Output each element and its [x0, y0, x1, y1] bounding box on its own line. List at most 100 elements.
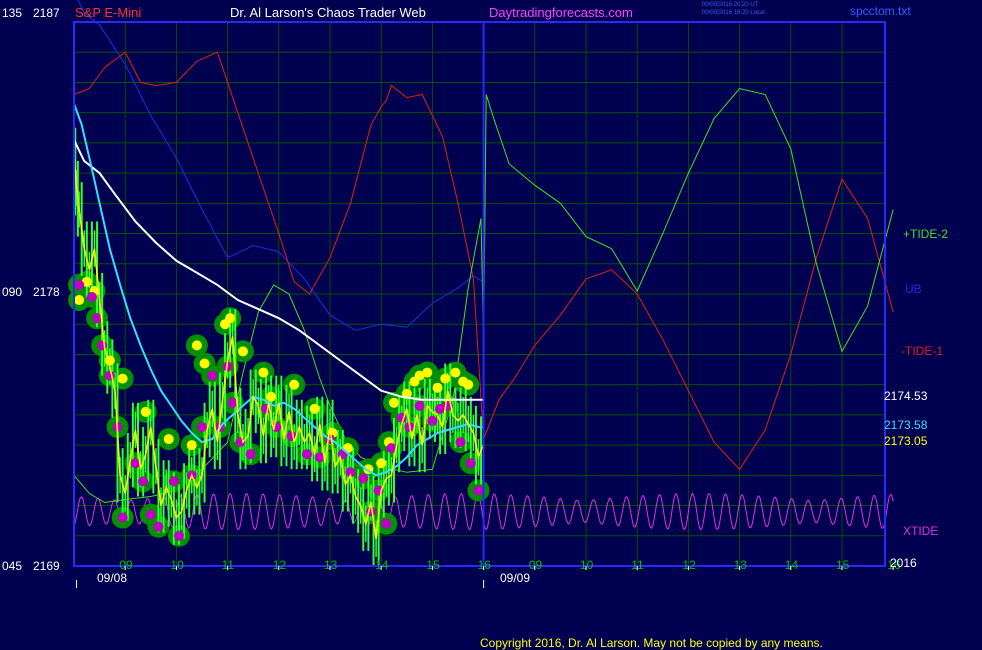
x-tick-label: 13: [734, 558, 748, 572]
yellow-marker: [117, 373, 128, 384]
tide-plus-line: [73, 87, 894, 504]
legend-ub: UB: [905, 282, 922, 296]
white-ma-line: [73, 139, 484, 401]
x-tick-label: 16: [887, 558, 901, 572]
yellow-marker: [440, 373, 451, 384]
x-tick-label: 11: [222, 558, 235, 572]
ub-line: [77, 0, 484, 331]
year-label: 2016: [890, 556, 917, 570]
magenta-marker: [227, 397, 238, 408]
magenta-marker: [414, 400, 425, 411]
x-tick-label: 15: [426, 558, 440, 572]
date-label-first: 09/08: [97, 571, 127, 585]
copyright-notice: Copyright 2016, Dr. Al Larson. May not b…: [480, 636, 823, 650]
x-tick-label: 12: [273, 558, 287, 572]
yellow-marker: [422, 367, 433, 378]
x-tick-label: 13: [324, 558, 338, 572]
yellow-marker: [309, 403, 320, 414]
y-price-mid: 2178: [33, 285, 60, 299]
magenta-marker: [427, 415, 438, 426]
x-tick-labels: 09 10 11 12 13 14 15 16 09 10 11 12 13 14 15 16: [76, 558, 901, 588]
magenta-marker: [104, 370, 115, 381]
magenta-marker: [465, 458, 476, 469]
magenta-marker: [358, 473, 369, 484]
yellow-marker: [140, 406, 151, 417]
magenta-marker: [222, 361, 233, 372]
legend-xtide: XTIDE: [903, 524, 938, 538]
legend-tide-minus: -TIDE-1: [901, 344, 943, 358]
magenta-marker: [435, 403, 446, 414]
instrument-label: S&P E-Mini: [75, 5, 141, 20]
yellow-marker: [74, 295, 85, 306]
yellow-marker: [289, 379, 300, 390]
x-tick-label: 10: [170, 558, 184, 572]
magenta-marker: [117, 512, 128, 523]
x-tick-label: 15: [836, 558, 850, 572]
yellow-marker: [463, 379, 474, 390]
yellow-marker: [258, 367, 269, 378]
magenta-marker: [314, 452, 325, 463]
magenta-marker: [145, 509, 156, 520]
magenta-marker: [153, 521, 164, 532]
date-label-second: 09/09: [500, 571, 530, 585]
indicator-lines: [73, 0, 894, 504]
magenta-marker: [345, 467, 356, 478]
yellow-marker: [450, 367, 461, 378]
y-price-bottom: 2169: [33, 559, 60, 573]
y-price-top: 2187: [33, 6, 60, 20]
timestamp-local: 00/00/2016 16:20 Local: [702, 10, 765, 16]
value-white-ma: 2174.53: [884, 389, 928, 403]
yellow-marker: [237, 346, 248, 357]
yellow-marker: [199, 358, 210, 369]
yellow-marker: [225, 313, 236, 324]
x-tick-label: 14: [785, 558, 799, 572]
magenta-marker: [197, 421, 207, 432]
y-code-bottom: 045: [2, 559, 22, 573]
magenta-marker: [74, 279, 85, 290]
yellow-marker: [266, 391, 277, 402]
site-url[interactable]: Daytradingforecasts.com: [489, 5, 633, 20]
value-yellow-ma: 2173.05: [884, 434, 928, 448]
magenta-marker: [245, 449, 256, 460]
magenta-marker: [473, 485, 484, 496]
yellow-marker: [432, 382, 443, 393]
price-bars: [74, 127, 485, 566]
timestamp-ut: 00/00/2016 20:20 UT: [702, 2, 759, 8]
magenta-marker: [97, 340, 108, 351]
magenta-marker: [455, 437, 466, 448]
magenta-marker: [130, 458, 141, 469]
legend-tide-plus: +TIDE-2: [903, 227, 948, 241]
data-file-name: spcctom.txt: [850, 4, 911, 18]
magenta-marker: [381, 518, 392, 529]
y-code-top: 135: [2, 6, 22, 20]
tide-minus-line: [73, 51, 894, 471]
yellow-marker: [163, 434, 174, 445]
value-cyan-ma: 2173.58: [884, 418, 928, 432]
magenta-marker: [92, 313, 103, 324]
plot-frame: [73, 21, 886, 567]
x-tick-label: 09: [119, 558, 133, 572]
x-tick-label: 10: [580, 558, 594, 572]
yellow-marker: [191, 340, 202, 351]
x-tick-label: 14: [375, 558, 389, 572]
x-tick-label: 12: [682, 558, 696, 572]
magenta-marker: [138, 476, 149, 487]
yellow-marker: [186, 440, 197, 451]
y-code-mid: 090: [2, 285, 22, 299]
magenta-marker: [86, 292, 97, 303]
magenta-marker: [207, 370, 218, 381]
magenta-marker: [301, 449, 312, 460]
marker-dots: [74, 276, 484, 541]
x-tick-label: 09: [529, 558, 543, 572]
yellow-marker: [81, 276, 92, 287]
site-title: Dr. Al Larson's Chaos Trader Web: [230, 5, 426, 20]
yellow-ma-line: [73, 154, 485, 539]
magenta-marker: [386, 443, 397, 454]
moving-average-lines: [73, 103, 485, 539]
yellow-marker: [414, 370, 425, 381]
magenta-marker: [173, 530, 184, 541]
yellow-marker: [376, 458, 387, 469]
magenta-marker: [168, 476, 179, 487]
grid-lines: [74, 22, 885, 566]
